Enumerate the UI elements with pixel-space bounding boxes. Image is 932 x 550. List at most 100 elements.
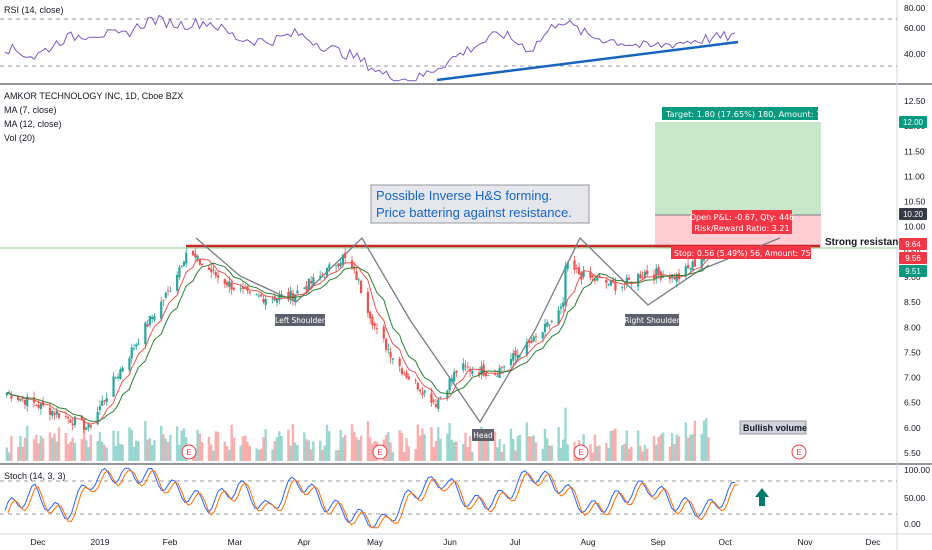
head-label: Head bbox=[473, 431, 493, 440]
volume-bar bbox=[464, 432, 467, 461]
candle-body bbox=[434, 404, 438, 408]
candle-body bbox=[353, 267, 356, 270]
rsi-trendline[interactable] bbox=[436, 40, 739, 82]
candle-body bbox=[116, 376, 120, 379]
price-tick: 8.00 bbox=[904, 322, 921, 332]
volume-bar bbox=[241, 436, 245, 461]
pnl-label-line-1: Open P&L: -0.67, Qty: 446 bbox=[690, 213, 795, 222]
volume-bar bbox=[659, 434, 663, 461]
candle-body bbox=[528, 340, 531, 343]
candle-body bbox=[321, 274, 324, 276]
candle-body bbox=[280, 294, 283, 296]
candle-body bbox=[516, 354, 519, 359]
volume-bar bbox=[430, 427, 433, 461]
volume-bar bbox=[623, 443, 626, 461]
volume-bar bbox=[657, 436, 660, 461]
candle-body bbox=[341, 254, 345, 265]
candle-body bbox=[693, 259, 696, 267]
candle-body bbox=[196, 255, 199, 261]
volume-bar bbox=[32, 439, 36, 461]
volume-bar bbox=[48, 432, 52, 461]
candle-body bbox=[384, 338, 388, 350]
volume-bar bbox=[5, 447, 9, 461]
price-tick: 7.00 bbox=[904, 373, 921, 383]
volume-bar bbox=[434, 440, 438, 461]
head-shoulders-pattern[interactable] bbox=[195, 236, 781, 424]
candle-body bbox=[661, 275, 665, 278]
target-zone[interactable] bbox=[655, 122, 821, 215]
left-shoulder-label-bg bbox=[275, 314, 325, 326]
volume-bar bbox=[482, 434, 485, 461]
volume-bar bbox=[518, 434, 522, 461]
volume-bar bbox=[689, 434, 692, 461]
candle-body bbox=[562, 302, 565, 307]
candle-body bbox=[153, 316, 156, 320]
rsi-line bbox=[4, 14, 736, 82]
earnings-marker[interactable]: E bbox=[791, 444, 807, 460]
volume-bars bbox=[5, 407, 710, 461]
price-tag-text: 12.00 bbox=[903, 118, 924, 127]
candle-body bbox=[67, 416, 70, 419]
candle-body bbox=[657, 266, 660, 274]
annotation-line-1: Possible Inverse H&S forming. bbox=[376, 188, 552, 203]
price-tick: 8.50 bbox=[904, 297, 921, 307]
earnings-marker[interactable]: E bbox=[573, 444, 589, 460]
volume-bar bbox=[471, 452, 474, 461]
candle-body bbox=[487, 375, 490, 376]
volume-bar bbox=[53, 433, 56, 461]
volume-bar bbox=[135, 440, 138, 461]
volume-bar bbox=[137, 441, 140, 461]
volume-bar bbox=[257, 449, 261, 461]
volume-bar bbox=[178, 445, 181, 461]
volume-bar bbox=[498, 439, 501, 461]
volume-bar bbox=[182, 428, 186, 461]
candle-body bbox=[546, 322, 549, 327]
price-tick: 7.50 bbox=[904, 347, 921, 357]
volume-bar bbox=[643, 444, 647, 461]
candle-body bbox=[214, 271, 217, 276]
candle-body bbox=[198, 258, 201, 265]
volume-bar bbox=[309, 449, 313, 461]
candle-body bbox=[621, 287, 624, 288]
candle-body bbox=[51, 410, 54, 416]
volume-bar bbox=[294, 442, 297, 461]
volume-bar bbox=[546, 438, 549, 461]
volume-bar bbox=[7, 452, 11, 461]
volume-bar bbox=[69, 441, 72, 461]
candle-body bbox=[344, 252, 347, 259]
earnings-marker-text: E bbox=[377, 448, 382, 457]
volume-bar bbox=[525, 422, 529, 461]
volume-bar bbox=[532, 435, 535, 461]
candle-body bbox=[194, 253, 197, 258]
annotation-box[interactable] bbox=[370, 184, 590, 224]
candle-body bbox=[355, 271, 358, 280]
earnings-marker[interactable]: E bbox=[372, 444, 388, 460]
candle-body bbox=[598, 275, 601, 278]
candle-body bbox=[85, 427, 88, 430]
volume-bar bbox=[591, 452, 594, 461]
rsi-tick-80: 80.00 bbox=[904, 3, 926, 13]
volume-bar bbox=[400, 432, 404, 461]
volume-bar bbox=[550, 445, 554, 461]
candle-body bbox=[525, 342, 528, 355]
volume-bar bbox=[350, 424, 354, 461]
volume-bar bbox=[668, 446, 672, 461]
candle-body bbox=[398, 358, 401, 366]
volume-bar bbox=[639, 445, 642, 461]
volume-bar bbox=[239, 445, 242, 461]
earnings-marker[interactable]: E bbox=[181, 444, 197, 460]
candle-body bbox=[121, 367, 124, 372]
volume-bar bbox=[39, 435, 43, 461]
candle-body bbox=[207, 267, 211, 270]
candle-body bbox=[53, 413, 56, 415]
volume-bar bbox=[670, 432, 674, 461]
volume-bar bbox=[462, 444, 465, 461]
price-tick: 10.50 bbox=[904, 197, 926, 207]
price-tick: 10.00 bbox=[904, 222, 926, 232]
time-tick: Mar bbox=[228, 537, 243, 547]
candle-body bbox=[407, 376, 410, 380]
volume-bar bbox=[259, 448, 263, 461]
volume-bar bbox=[700, 433, 703, 461]
bullish-volume-label: Bullish volume bbox=[743, 423, 807, 433]
volume-bar bbox=[405, 438, 408, 461]
